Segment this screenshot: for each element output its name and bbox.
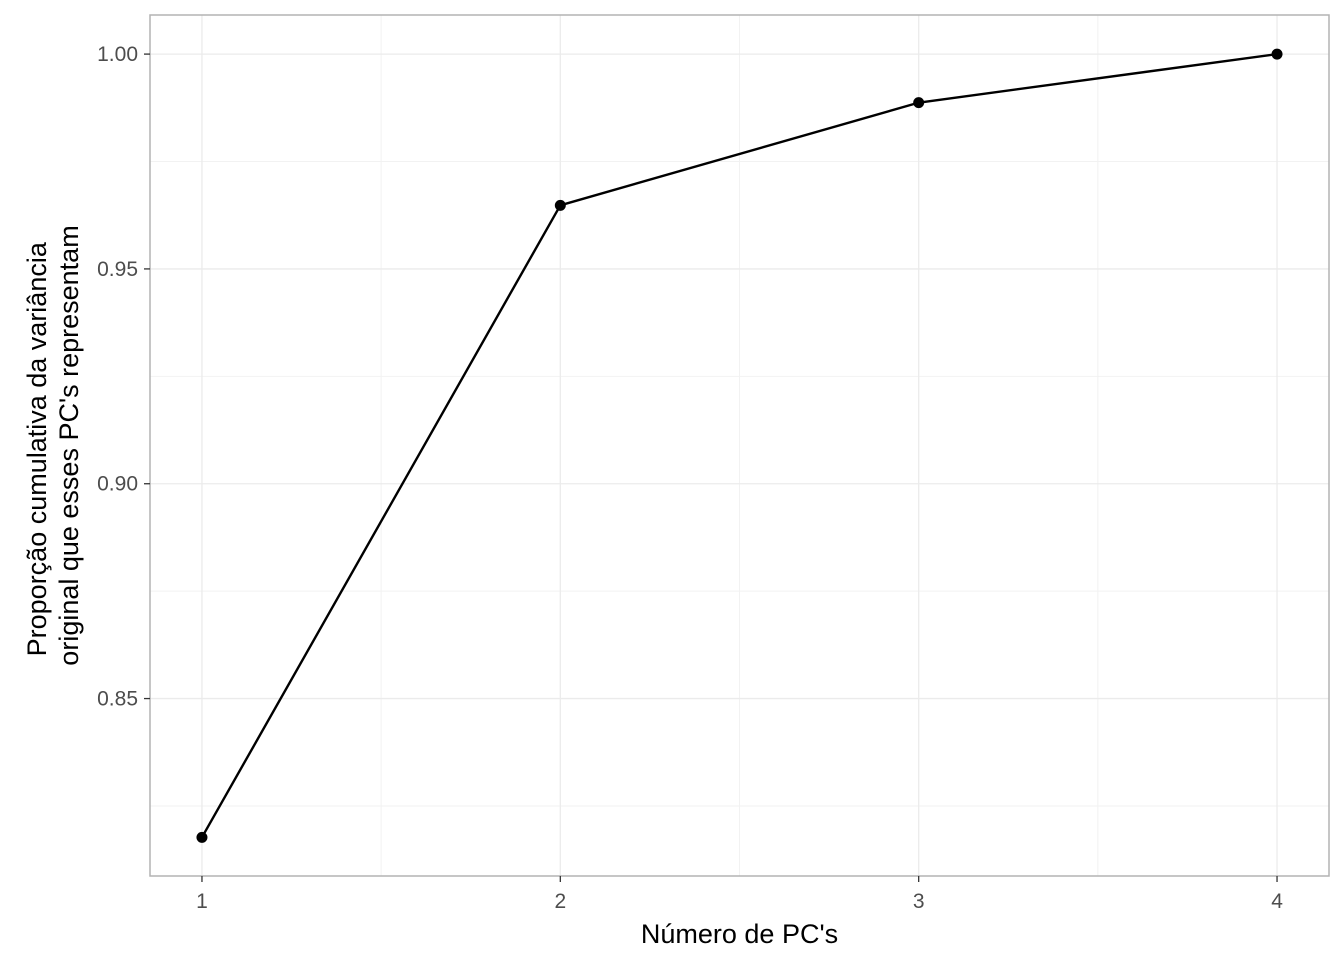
y-tick-label: 1.00: [97, 43, 138, 66]
x-tick-label: 2: [554, 890, 566, 913]
data-point: [1271, 48, 1283, 60]
data-point: [913, 97, 925, 109]
grid-minor: [150, 15, 1329, 876]
x-axis: 1 2 3 4: [196, 876, 1283, 913]
y-axis-title: Proporção cumulativa da variância origin…: [22, 225, 84, 665]
x-tick-label: 4: [1271, 890, 1283, 913]
y-axis: 0.85 0.90 0.95 1.00: [97, 43, 150, 711]
y-axis-title-line-2: original que esses PC's representam: [54, 225, 84, 665]
y-tick-label: 0.90: [97, 473, 138, 496]
y-tick-label: 0.85: [97, 688, 138, 711]
series-line: [200, 52, 1278, 838]
y-axis-title-line-1: Proporção cumulativa da variância: [22, 241, 52, 656]
plot-panel: [149, 14, 1330, 877]
x-axis-title: Número de PC's: [641, 919, 838, 949]
series-layer: [196, 48, 1283, 843]
grid-major: [150, 15, 1329, 876]
y-tick-label: 0.95: [97, 258, 138, 281]
panel-border: [149, 14, 1330, 877]
data-point: [554, 199, 566, 211]
x-tick-label: 1: [196, 890, 208, 913]
x-tick-label: 3: [913, 890, 925, 913]
data-point: [196, 831, 208, 843]
